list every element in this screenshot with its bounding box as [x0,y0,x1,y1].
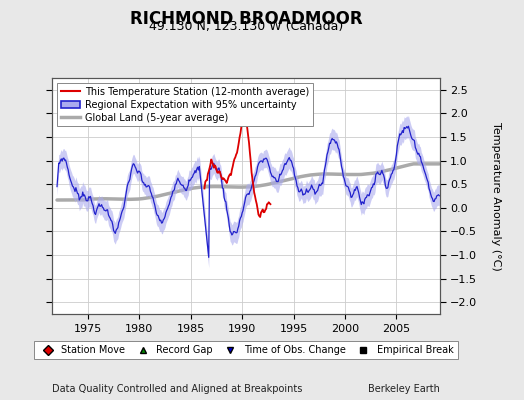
Text: 49.130 N, 123.130 W (Canada): 49.130 N, 123.130 W (Canada) [149,20,343,33]
Legend: This Temperature Station (12-month average), Regional Expectation with 95% uncer: This Temperature Station (12-month avera… [57,83,313,126]
Text: Data Quality Controlled and Aligned at Breakpoints: Data Quality Controlled and Aligned at B… [52,384,302,394]
Text: RICHMOND BROADMOOR: RICHMOND BROADMOOR [130,10,363,28]
Text: Berkeley Earth: Berkeley Earth [368,384,440,394]
Y-axis label: Temperature Anomaly (°C): Temperature Anomaly (°C) [491,122,501,270]
Legend: Station Move, Record Gap, Time of Obs. Change, Empirical Break: Station Move, Record Gap, Time of Obs. C… [34,341,457,359]
